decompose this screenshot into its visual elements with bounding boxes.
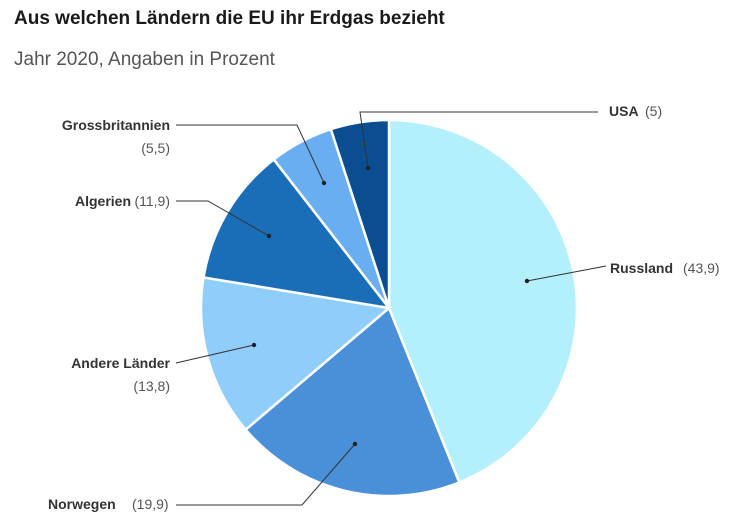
leader-dot-algerien bbox=[266, 233, 272, 239]
pie-slices bbox=[199, 118, 579, 498]
label-grossbritannien-name: Grossbritannien bbox=[62, 117, 170, 133]
label-norwegen-value: (19,9) bbox=[132, 496, 169, 512]
label-andere-name: Andere Länder bbox=[71, 355, 170, 371]
leader-line-norwegen bbox=[176, 443, 356, 506]
label-russland-name: Russland bbox=[610, 260, 673, 276]
pie-slice-norwegen bbox=[243, 305, 461, 498]
leader-lines bbox=[175, 111, 607, 506]
leader-dot-russland bbox=[524, 278, 530, 284]
leader-line-usa bbox=[359, 111, 598, 169]
leader-dot-usa bbox=[365, 165, 371, 171]
leader-line-andere bbox=[175, 344, 255, 364]
leader-line-grossbritannien bbox=[176, 124, 325, 184]
label-usa-value: (5) bbox=[645, 103, 662, 119]
leader-dot-andere bbox=[251, 342, 257, 348]
pie-slice-usa bbox=[329, 118, 391, 309]
label-grossbritannien-value: (5,5) bbox=[141, 140, 170, 156]
leader-dot-grossbritannien bbox=[321, 180, 327, 186]
leader-line-russland bbox=[526, 265, 607, 282]
label-usa-name: USA bbox=[609, 103, 639, 119]
label-algerien-name: Algerien bbox=[75, 193, 131, 209]
chart-subtitle: Jahr 2020, Angaben in Prozent bbox=[14, 49, 275, 70]
label-norwegen-name: Norwegen bbox=[48, 496, 116, 512]
label-russland-value: (43,9) bbox=[683, 260, 720, 276]
pie-slice-andere-l-nder bbox=[199, 275, 392, 432]
chart-title: Aus welchen Ländern die EU ihr Erdgas be… bbox=[14, 8, 445, 29]
label-algerien-value: (11,9) bbox=[134, 193, 170, 209]
leader-dot-norwegen bbox=[352, 441, 358, 447]
leader-line-algerien bbox=[176, 200, 270, 237]
label-andere-value: (13,8) bbox=[133, 378, 170, 394]
